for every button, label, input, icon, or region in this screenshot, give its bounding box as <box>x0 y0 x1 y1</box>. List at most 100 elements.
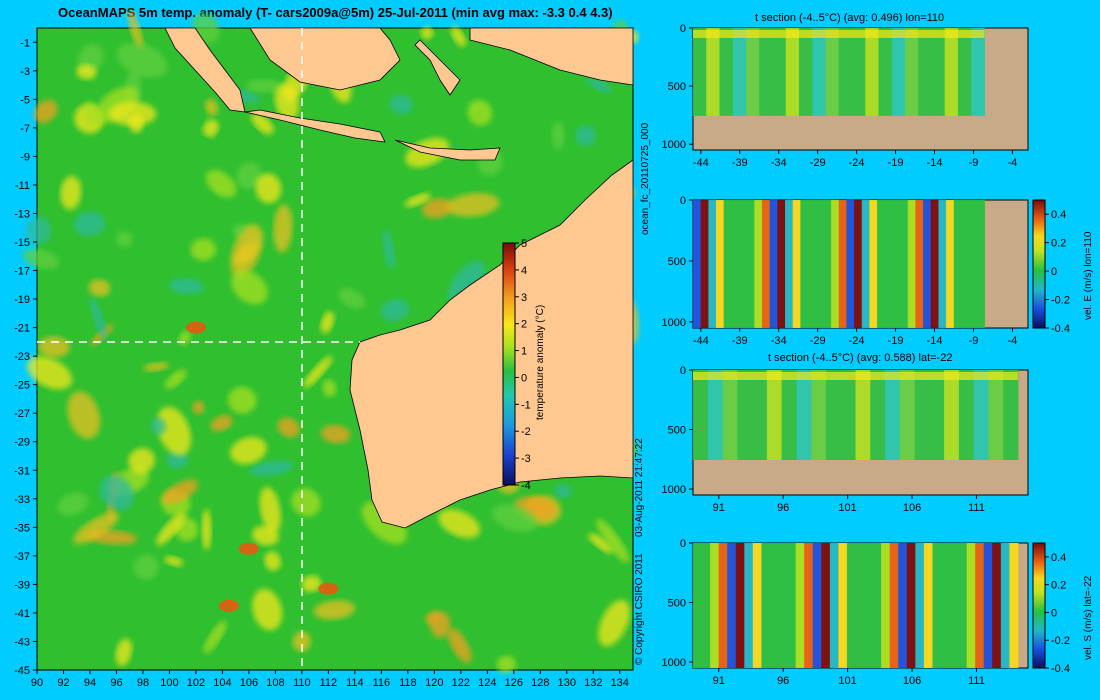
lon-tick-label: 124 <box>478 677 496 689</box>
section-column <box>1009 543 1019 668</box>
section-column <box>815 200 824 328</box>
section-column <box>700 200 709 328</box>
section-column <box>864 543 874 668</box>
lon-tick-label: 128 <box>531 677 549 689</box>
velocity-colorbar <box>1032 199 1046 329</box>
section-column <box>754 200 763 328</box>
depth-tick-label: 0 <box>680 538 686 550</box>
lon-tick-label: 112 <box>320 677 338 689</box>
section-x-tick-label: 96 <box>777 502 789 514</box>
anomaly-blob <box>74 211 106 237</box>
section-column <box>865 28 879 116</box>
section-column <box>904 28 919 116</box>
colorbar-tick-label: -4 <box>521 480 531 492</box>
anomaly-blob <box>162 479 199 505</box>
section-column <box>701 543 711 668</box>
section-column <box>808 200 817 328</box>
section-column <box>983 543 993 668</box>
anomaly-blob <box>552 121 565 150</box>
colorbar-tick-label: 1 <box>521 346 527 358</box>
section-column <box>761 543 771 668</box>
section-x-tick-label: -4 <box>1008 335 1018 347</box>
anomaly-blob <box>255 173 282 204</box>
section-column <box>731 200 740 328</box>
anomaly-blob <box>450 26 467 47</box>
anomaly-blob <box>230 224 263 277</box>
anomaly-blob <box>169 278 204 295</box>
anomaly-blob <box>249 460 294 477</box>
section-x-tick-label: 101 <box>838 675 856 687</box>
anomaly-blob <box>205 98 219 116</box>
section-column <box>961 200 970 328</box>
section-x-tick-label: 101 <box>838 502 856 514</box>
lat-tick-label: -27 <box>14 408 30 420</box>
lon-tick-label: 92 <box>57 677 69 689</box>
velocity-colorbar-tick-label: 0 <box>1051 266 1057 278</box>
section-column <box>900 200 909 328</box>
section-column <box>898 543 908 668</box>
timestamp-label: 03-Aug-2011 21:47:22 <box>634 438 645 537</box>
section-column <box>872 543 882 668</box>
section-column <box>798 28 813 116</box>
anomaly-blob <box>303 355 333 388</box>
anomaly-blob <box>420 26 434 40</box>
lat-tick-label: -15 <box>14 237 30 249</box>
lon-tick-label: 120 <box>425 677 443 689</box>
lat-tick-label: -35 <box>14 522 30 534</box>
section-column <box>915 543 925 668</box>
anomaly-blob <box>85 101 101 126</box>
section-column <box>940 543 951 668</box>
section-column <box>752 543 762 668</box>
section-column <box>823 200 832 328</box>
section-x-tick-label: 106 <box>903 502 921 514</box>
section-column <box>772 28 787 116</box>
section-column <box>906 543 916 668</box>
section-column <box>710 543 720 668</box>
anomaly-blob <box>430 611 451 638</box>
section-x-tick-label: -19 <box>888 335 904 347</box>
panel-1-title: t section (-4..5°C) (avg: 0.496) lon=110 <box>755 12 945 24</box>
anomaly-blob <box>90 297 108 341</box>
anomaly-blob <box>22 248 60 270</box>
velocity-colorbar-tick-label: -0.4 <box>1051 323 1070 335</box>
anomaly-blob <box>201 509 212 551</box>
section-column <box>739 200 748 328</box>
anomaly-blob <box>164 556 184 567</box>
anomaly-blob <box>264 551 281 571</box>
section-x-tick-label: -14 <box>927 335 943 347</box>
anomaly-blob <box>467 99 493 126</box>
section-column <box>877 200 886 328</box>
section-column <box>781 370 797 460</box>
lat-tick-label: -29 <box>14 437 30 449</box>
anomaly-blob <box>25 216 52 245</box>
depth-tick-label: 1000 <box>662 317 686 329</box>
anomaly-blob <box>438 509 481 539</box>
section-column <box>838 28 853 116</box>
warm-anomaly-spot <box>219 599 240 612</box>
lon-tick-label: 106 <box>240 677 258 689</box>
section-x-tick-label: -39 <box>732 335 748 347</box>
depth-tick-label: 1000 <box>662 484 686 496</box>
velocity-colorbar-tick-label: 0 <box>1051 607 1057 619</box>
lon-tick-label: 94 <box>84 677 96 689</box>
depth-tick-label: 500 <box>668 256 686 268</box>
section-column <box>971 28 985 116</box>
lon-tick-label: 110 <box>293 677 311 689</box>
lon-tick-label: 114 <box>346 677 364 689</box>
lon-tick-label: 130 <box>558 677 576 689</box>
panel-2-colorbar-label: vel. E (m/s) lon=110 <box>1083 231 1094 320</box>
section-column <box>735 543 745 668</box>
section-panel-2: 0 500 1000 -44 -39 -34 -29 -24 -19 -14 -9 -4 0.4 0.2 0… <box>662 195 1070 347</box>
colorbar-tick-label: 0 <box>521 372 527 384</box>
section-x-tick-label: -34 <box>771 157 787 169</box>
section-x-tick-label: 91 <box>713 502 725 514</box>
anomaly-blob <box>127 9 143 48</box>
anomaly-blob <box>575 125 596 146</box>
anomaly-blob <box>596 518 630 563</box>
lat-tick-label: -37 <box>14 551 30 563</box>
section-column <box>727 543 737 668</box>
section-column <box>707 370 724 460</box>
colorbar-tick-label: 4 <box>521 265 527 277</box>
section-column <box>719 28 734 116</box>
anomaly-blob <box>116 42 168 78</box>
